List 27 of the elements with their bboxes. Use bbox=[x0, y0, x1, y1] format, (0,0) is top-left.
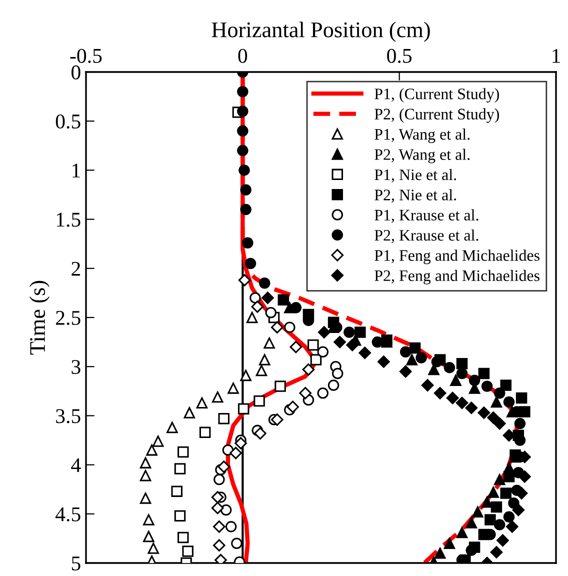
y-tick-label: 1 bbox=[72, 164, 80, 178]
y-axis-title: Time (s) bbox=[29, 280, 50, 355]
legend-label: P1, (Current Study) bbox=[374, 88, 499, 103]
y-tick-label: 1.5 bbox=[56, 212, 80, 227]
y-tick-label: 2.5 bbox=[56, 310, 80, 326]
legend-label: P2, Wang et al. bbox=[374, 148, 470, 164]
legend-label: P1, Wang et al. bbox=[374, 128, 470, 144]
y-tick-label: 3.5 bbox=[56, 409, 80, 424]
y-tick-label: 3 bbox=[72, 360, 80, 374]
y-tick-label: 2 bbox=[72, 262, 80, 276]
x-tick-label: 1 bbox=[552, 48, 560, 63]
legend-label: P2, Feng and Michaelides bbox=[374, 270, 540, 284]
legend-label: P1, Krause et al. bbox=[374, 209, 478, 223]
legend-label: P2, Nie et al. bbox=[374, 189, 456, 203]
y-tick-label: 4.5 bbox=[56, 507, 80, 522]
y-tick-label: 0.5 bbox=[56, 114, 80, 129]
legend-label: P2, (Current Study) bbox=[374, 108, 499, 123]
legend-label: P2, Krause et al. bbox=[374, 229, 478, 243]
legend-label: P1, Feng and Michaelides bbox=[374, 250, 540, 264]
y-tick-label: 0 bbox=[72, 65, 80, 80]
x-axis-title: Horizantal Position (cm) bbox=[212, 22, 430, 42]
legend-label: P1, Nie et al. bbox=[374, 168, 456, 182]
x-tick-label: -0.5 bbox=[70, 48, 102, 63]
y-tick-label: 4 bbox=[71, 458, 81, 472]
x-tick-label: 0 bbox=[238, 48, 248, 63]
x-tick-label: 0.5 bbox=[387, 48, 412, 63]
y-tick-label: 5 bbox=[72, 556, 80, 570]
